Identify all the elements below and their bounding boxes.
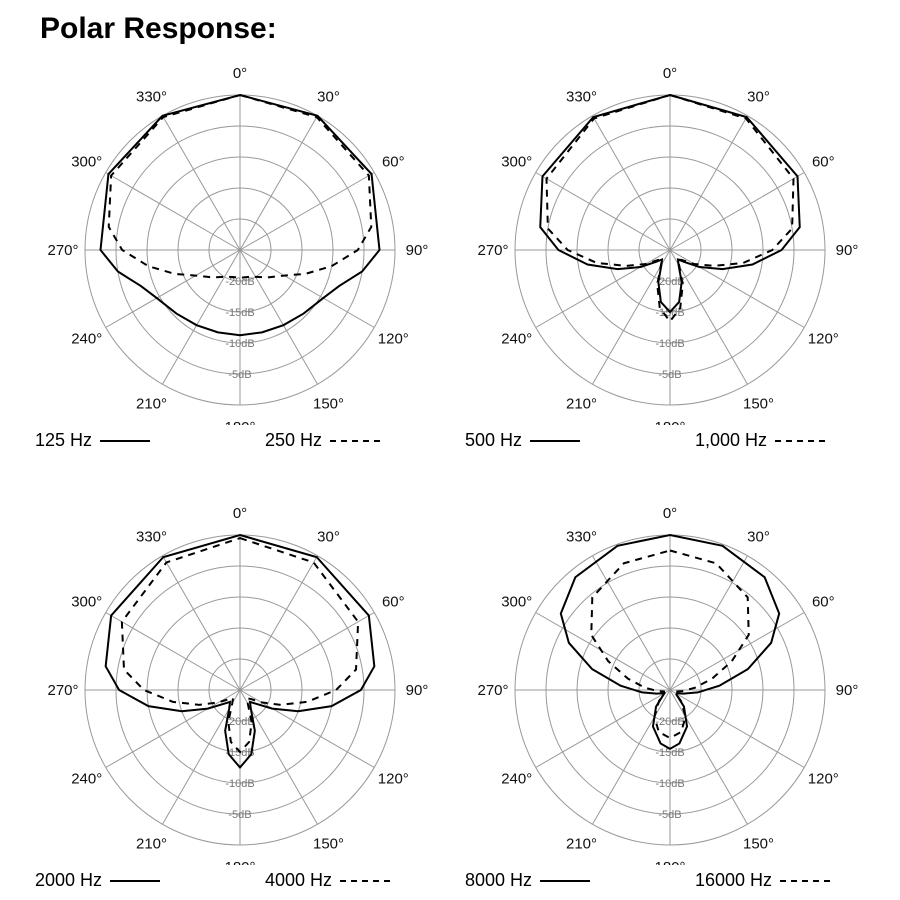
svg-text:300°: 300° (71, 594, 102, 611)
polar-chart-1: 0° 30° 60° 90° 120° 150° 180° 210° 240° 270° 300° 3… (460, 55, 880, 425)
polar-chart-0: 0° 30° 60° 90° 120° 150° 180° 210° 240° 270° 300° 3… (30, 55, 450, 425)
legend-label: 2000 Hz (35, 870, 102, 891)
legend-line-solid (540, 880, 590, 882)
svg-text:300°: 300° (501, 154, 532, 171)
svg-text:180°: 180° (224, 419, 255, 425)
svg-text:120°: 120° (808, 331, 839, 348)
svg-text:-5dB: -5dB (658, 369, 681, 381)
svg-text:60°: 60° (382, 154, 405, 171)
svg-text:30°: 30° (317, 529, 340, 546)
legend-label: 16000 Hz (695, 870, 772, 891)
svg-text:90°: 90° (406, 682, 429, 699)
legend-item: 125 Hz (35, 430, 150, 451)
polar-chart-2: 0° 30° 60° 90° 120° 150° 180° 210° 240° 270° 300° 3… (30, 495, 450, 865)
legend-label: 8000 Hz (465, 870, 532, 891)
svg-text:270°: 270° (47, 242, 78, 259)
svg-text:30°: 30° (317, 89, 340, 106)
svg-text:210°: 210° (136, 835, 167, 852)
svg-text:180°: 180° (654, 859, 685, 865)
svg-text:90°: 90° (836, 682, 859, 699)
legend-item: 8000 Hz (465, 870, 590, 891)
svg-text:180°: 180° (224, 859, 255, 865)
page-title: Polar Response: (40, 12, 277, 46)
svg-text:120°: 120° (808, 771, 839, 788)
legend-item: 1,000 Hz (695, 430, 825, 451)
legend-line-dashed (775, 440, 825, 442)
legend-line-dashed (340, 880, 390, 882)
svg-text:0°: 0° (233, 65, 247, 82)
svg-text:-10dB: -10dB (225, 778, 254, 790)
svg-text:330°: 330° (566, 529, 597, 546)
svg-text:60°: 60° (382, 594, 405, 611)
svg-text:-20dB: -20dB (655, 716, 684, 728)
svg-text:-10dB: -10dB (655, 778, 684, 790)
svg-text:0°: 0° (233, 505, 247, 522)
legend-line-solid (110, 880, 160, 882)
svg-text:240°: 240° (71, 771, 102, 788)
legend-item: 500 Hz (465, 430, 580, 451)
svg-text:300°: 300° (71, 154, 102, 171)
svg-text:90°: 90° (836, 242, 859, 259)
legend-label: 125 Hz (35, 430, 92, 451)
svg-text:0°: 0° (663, 65, 677, 82)
svg-text:240°: 240° (71, 331, 102, 348)
svg-text:270°: 270° (47, 682, 78, 699)
svg-text:150°: 150° (313, 835, 344, 852)
svg-text:150°: 150° (313, 395, 344, 412)
svg-text:150°: 150° (743, 395, 774, 412)
svg-text:270°: 270° (477, 682, 508, 699)
svg-text:330°: 330° (136, 89, 167, 106)
legend-label: 4000 Hz (265, 870, 332, 891)
svg-text:-5dB: -5dB (658, 809, 681, 821)
svg-text:60°: 60° (812, 594, 835, 611)
legend-line-solid (530, 440, 580, 442)
legend-item: 16000 Hz (695, 870, 830, 891)
legend-line-dashed (330, 440, 380, 442)
svg-text:-5dB: -5dB (228, 369, 251, 381)
legend-line-solid (100, 440, 150, 442)
legend-line-dashed (780, 880, 830, 882)
svg-text:300°: 300° (501, 594, 532, 611)
svg-text:210°: 210° (566, 395, 597, 412)
svg-text:30°: 30° (747, 89, 770, 106)
svg-text:-5dB: -5dB (228, 809, 251, 821)
svg-text:270°: 270° (477, 242, 508, 259)
svg-text:30°: 30° (747, 529, 770, 546)
svg-text:120°: 120° (378, 771, 409, 788)
svg-text:90°: 90° (406, 242, 429, 259)
legend-label: 500 Hz (465, 430, 522, 451)
polar-chart-3: 0° 30° 60° 90° 120° 150° 180° 210° 240° 270° 300° 3… (460, 495, 880, 865)
svg-text:330°: 330° (566, 89, 597, 106)
svg-text:-10dB: -10dB (655, 338, 684, 350)
svg-text:210°: 210° (136, 395, 167, 412)
svg-text:60°: 60° (812, 154, 835, 171)
svg-text:240°: 240° (501, 331, 532, 348)
svg-text:120°: 120° (378, 331, 409, 348)
legend-label: 250 Hz (265, 430, 322, 451)
legend-item: 250 Hz (265, 430, 380, 451)
legend-label: 1,000 Hz (695, 430, 767, 451)
svg-text:-10dB: -10dB (225, 338, 254, 350)
svg-text:-15dB: -15dB (225, 307, 254, 319)
svg-text:330°: 330° (136, 529, 167, 546)
legend-item: 2000 Hz (35, 870, 160, 891)
svg-text:180°: 180° (654, 419, 685, 425)
svg-text:240°: 240° (501, 771, 532, 788)
svg-text:210°: 210° (566, 835, 597, 852)
svg-text:150°: 150° (743, 835, 774, 852)
svg-text:0°: 0° (663, 505, 677, 522)
legend-item: 4000 Hz (265, 870, 390, 891)
